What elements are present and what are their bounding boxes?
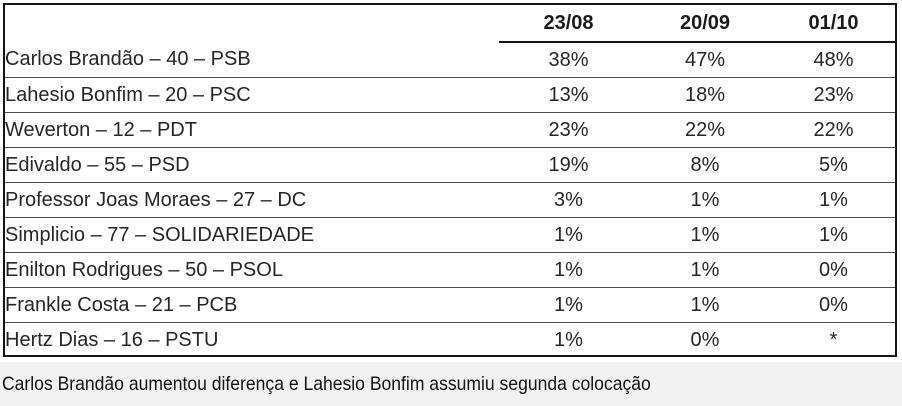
table-row: Carlos Brandão – 40 – PSB 38% 47% 48% (5, 42, 895, 78)
poll-value: * (772, 322, 895, 357)
candidate-name: Frankle Costa – 21 – PCB (5, 287, 499, 323)
table-row: Simplicio – 77 – SOLIDARIEDADE 1% 1% 1% (5, 217, 895, 253)
poll-value: 13% (499, 77, 638, 113)
candidate-name: Edivaldo – 55 – PSD (5, 147, 499, 183)
candidate-name: Carlos Brandão – 40 – PSB (5, 48, 251, 70)
poll-value: 8% (638, 147, 772, 183)
poll-value: 3% (499, 182, 638, 218)
date-column-header-2: 20/09 (638, 5, 772, 43)
candidate-name: Simplicio – 77 – SOLIDARIEDADE (5, 217, 499, 253)
poll-value: 1% (638, 287, 772, 323)
table-row: Edivaldo – 55 – PSD 19% 8% 5% (5, 147, 895, 183)
table-row: Professor Joas Moraes – 27 – DC 3% 1% 1% (5, 182, 895, 218)
poll-table-container: 23/08 20/09 01/10 Carlos Brandão – 40 – … (3, 3, 897, 357)
candidate-name: Enilton Rodrigues – 50 – PSOL (5, 252, 499, 288)
candidate-name: Professor Joas Moraes – 27 – DC (5, 182, 499, 218)
candidate-name: Weverton – 12 – PDT (5, 112, 499, 148)
table-row: Lahesio Bonfim – 20 – PSC 13% 18% 23% (5, 77, 895, 113)
table-row: Hertz Dias – 16 – PSTU 1% 0% * (5, 322, 895, 357)
header-row: 23/08 20/09 01/10 (5, 5, 895, 43)
poll-value: 1% (638, 252, 772, 288)
poll-value: 22% (772, 112, 895, 148)
poll-value: 0% (638, 322, 772, 357)
poll-value: 47% (684, 48, 726, 71)
poll-value: 1% (638, 182, 772, 218)
table-row: Weverton – 12 – PDT 23% 22% 22% (5, 112, 895, 148)
poll-value: 1% (772, 182, 895, 218)
caption-text: Carlos Brandão aumentou diferença e Lahe… (2, 372, 651, 395)
candidate-name: Lahesio Bonfim – 20 – PSC (5, 77, 499, 113)
poll-value: 18% (638, 77, 772, 113)
poll-value: 1% (499, 217, 638, 253)
poll-value: 19% (499, 147, 638, 183)
poll-value: 1% (499, 322, 638, 357)
poll-value: 23% (499, 112, 638, 148)
poll-value: 23% (772, 77, 895, 113)
table-row: Enilton Rodrigues – 50 – PSOL 1% 1% 0% (5, 252, 895, 288)
caption-bar: Carlos Brandão aumentou diferença e Lahe… (0, 362, 902, 406)
poll-value: 1% (499, 252, 638, 288)
date-column-header-1: 23/08 (499, 5, 638, 43)
poll-value: 1% (772, 217, 895, 253)
poll-value: 22% (638, 112, 772, 148)
date-column-header-3: 01/10 (772, 5, 895, 43)
poll-value: 38% (548, 48, 589, 71)
poll-value: 1% (638, 217, 772, 253)
poll-table: 23/08 20/09 01/10 Carlos Brandão – 40 – … (5, 5, 895, 357)
candidate-column-header (5, 5, 499, 42)
table-row: Frankle Costa – 21 – PCB 1% 1% 0% (5, 287, 895, 323)
poll-value: 0% (772, 252, 895, 288)
poll-value: 48% (813, 48, 854, 71)
poll-value: 0% (772, 287, 895, 323)
poll-value: 5% (772, 147, 895, 183)
candidate-name: Hertz Dias – 16 – PSTU (5, 322, 499, 357)
poll-value: 1% (499, 287, 638, 323)
